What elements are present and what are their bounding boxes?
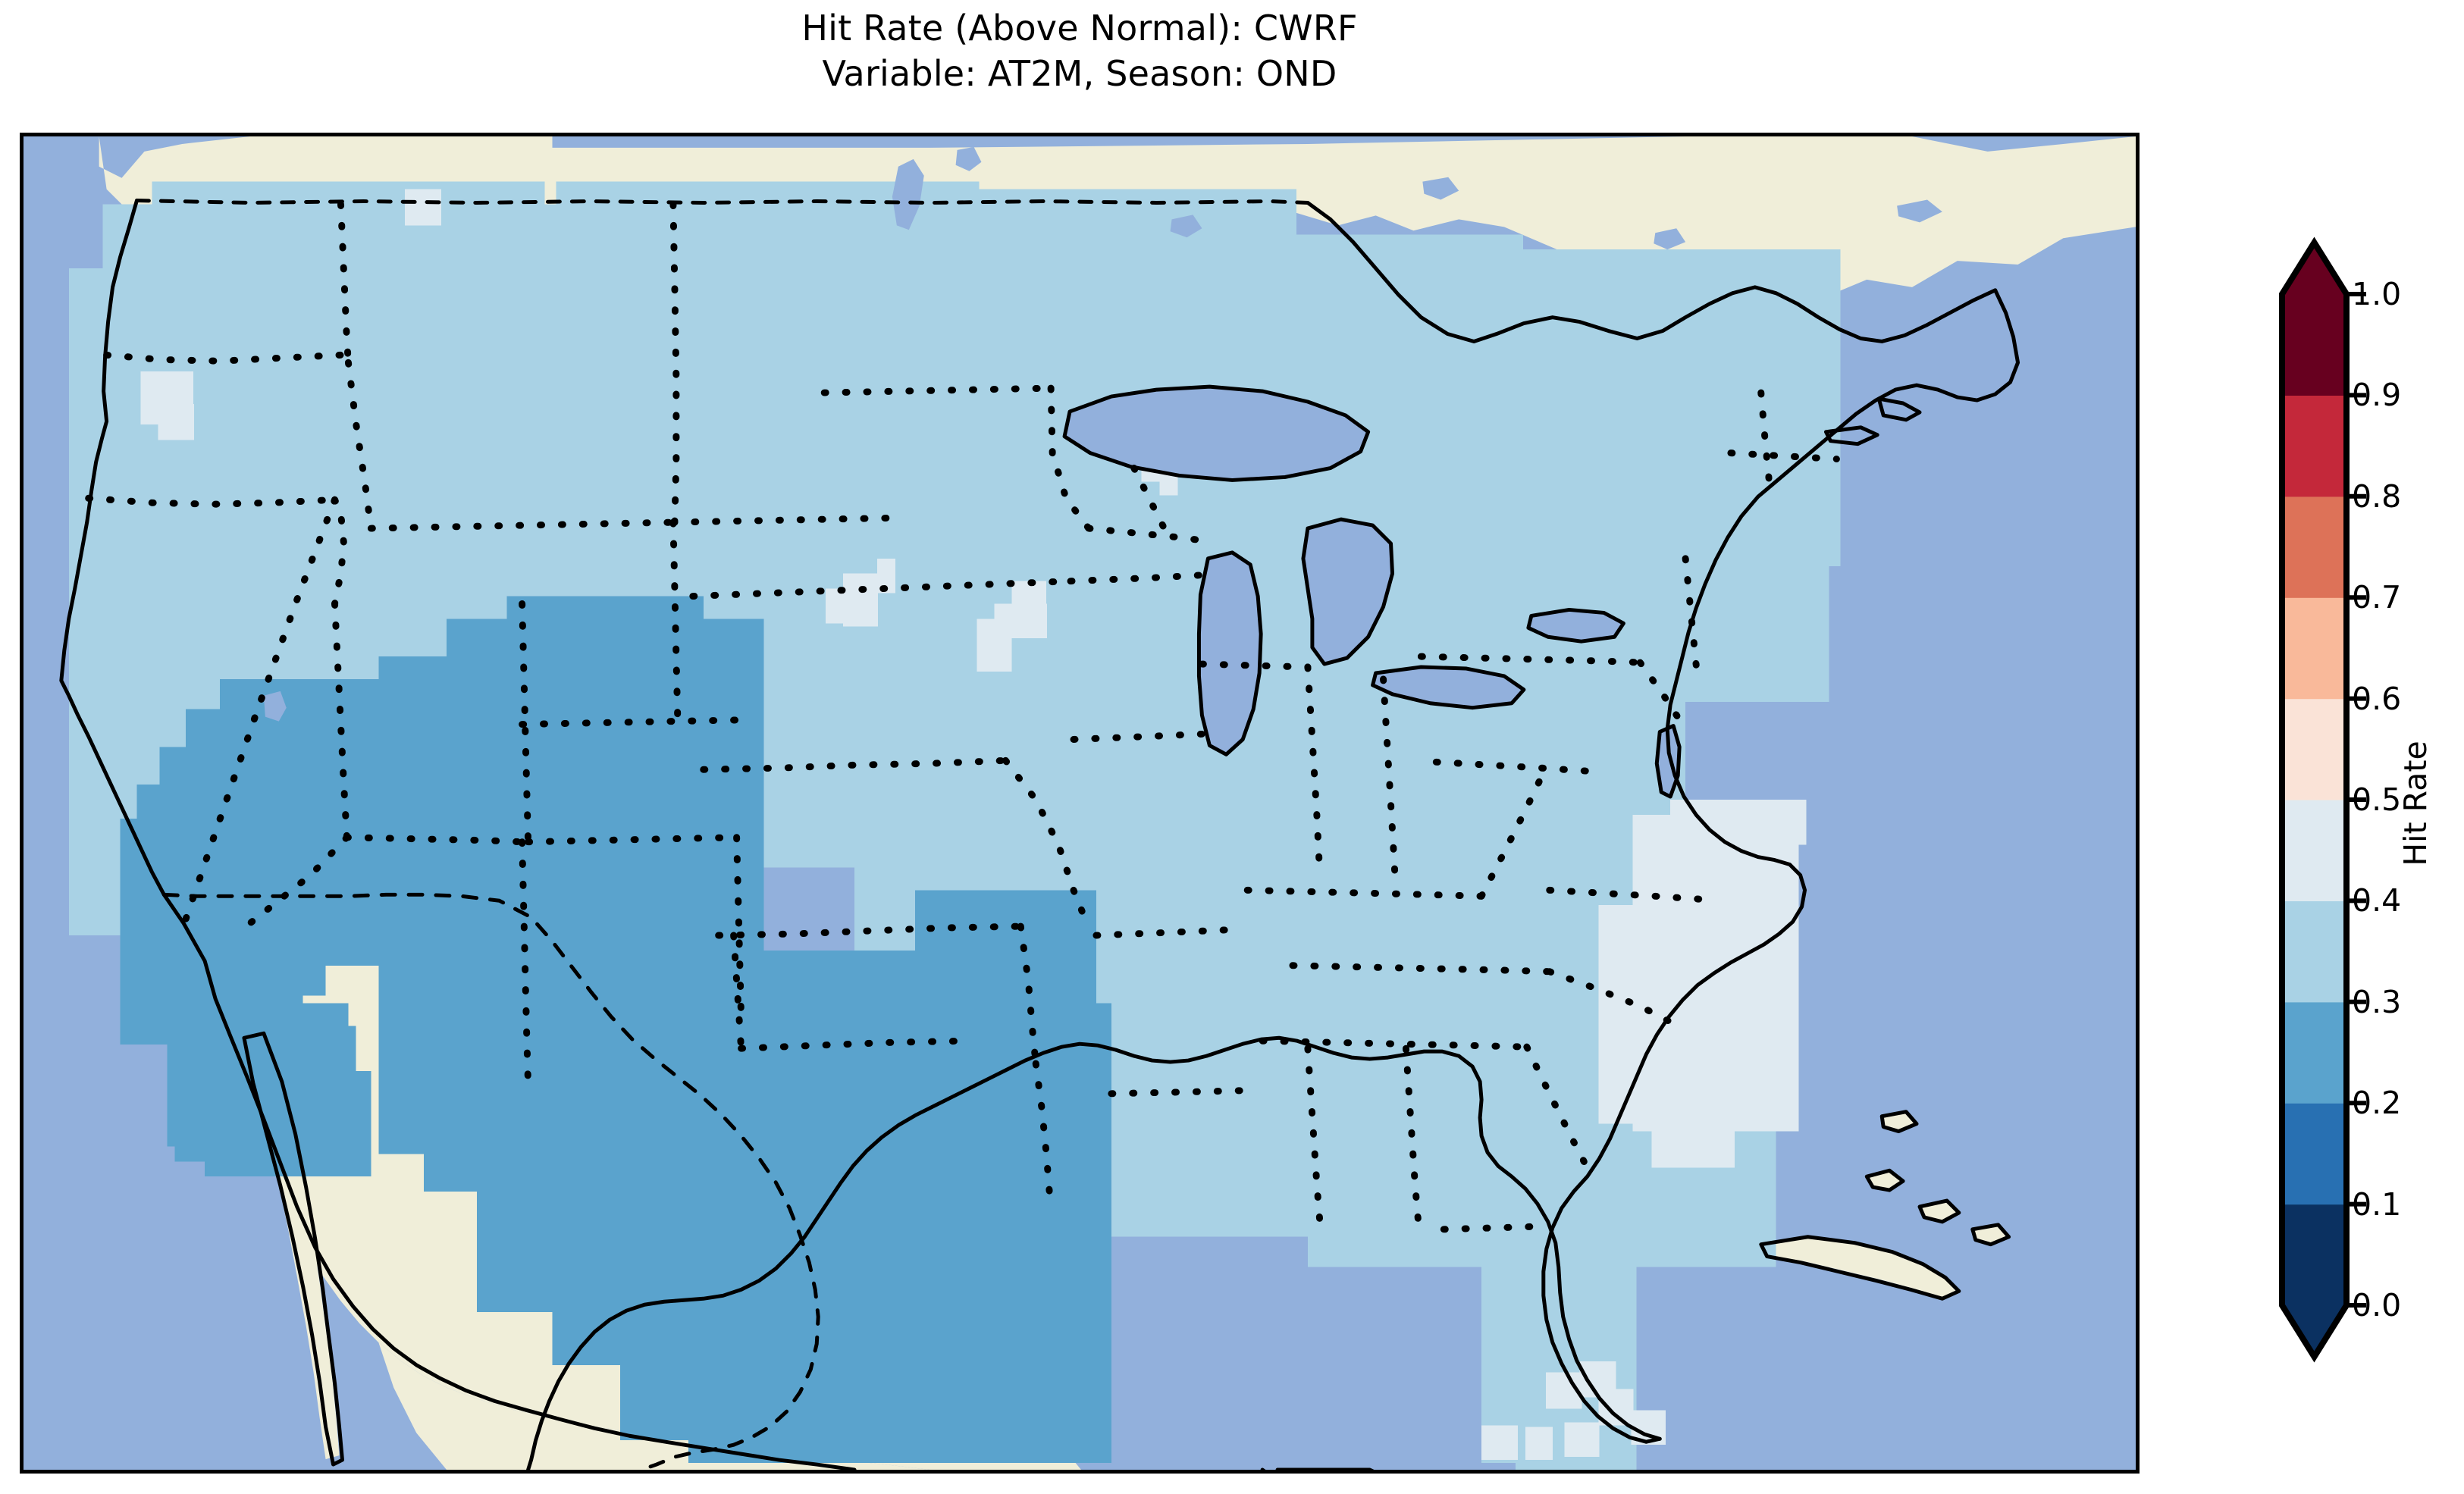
lake-erie-outline: [1371, 665, 1526, 710]
great-salt-lake: [263, 691, 287, 722]
colorbar-band-9: [2282, 294, 2346, 396]
colorbar-band-1: [2282, 1103, 2346, 1205]
hitrate-data-layer: [68, 181, 1841, 1470]
colorbar-tick-label-0.0: 0.0: [2352, 1287, 2402, 1323]
canadian-lake-4: [1654, 228, 1686, 250]
us-canada-border-east: [1306, 201, 1998, 343]
us-pacific-coast: [59, 199, 166, 897]
state-borders-layer: [85, 201, 1840, 1241]
cape-cod: [1876, 396, 1922, 422]
map-axes: [20, 133, 2140, 1474]
great-lakes-layer: [263, 146, 1942, 797]
gulf-coast: [526, 1035, 1662, 1470]
colorbar: 0.0 0.1 0.2 0.3 0.4 0.5 0.6 0.7 0.8 0.9 1.0 Hit Ra…: [2267, 235, 2449, 1372]
coastline-layer: [59, 199, 2020, 1470]
colorbar-band-4: [2282, 800, 2346, 901]
canadian-lake-2: [1170, 215, 1202, 238]
lake-huron-outline: [1301, 517, 1395, 666]
bahamas-outline-1: [1864, 1168, 1905, 1192]
lake-ontario-outline: [1526, 607, 1625, 644]
lake-michigan: [1199, 552, 1262, 755]
colorbar-band-8: [2282, 395, 2346, 497]
colorbar-tick-label-0.1: 0.1: [2352, 1185, 2402, 1223]
lake-michigan-outline: [1196, 550, 1263, 756]
colorbar-tick-label-0.9: 0.9: [2352, 377, 2402, 414]
bahamas-outline-3: [1970, 1223, 2011, 1247]
chesapeake-bay: [1657, 725, 1680, 797]
long-island: [1823, 425, 1879, 446]
canadian-lake-5: [1897, 199, 1942, 223]
colorbar-swatches: [2279, 236, 2366, 1363]
mexico-west-coast: [161, 892, 857, 1470]
colorbar-axis-label: Hit Rate: [2397, 741, 2434, 866]
chart-title: Hit Rate (Above Normal): CWRF Variable: …: [0, 6, 2159, 97]
cuba-outline: [1759, 1235, 1961, 1301]
cuba-landmass: [1760, 1236, 1958, 1298]
map-heatmap-canvas: [24, 136, 2136, 1470]
colorbar-tick-label-0.6: 0.6: [2352, 680, 2402, 717]
colorbar-extend-max-arrow: [2282, 243, 2346, 294]
chesapeake-outline: [1654, 724, 1682, 799]
colorbar-tick-label-0.8: 0.8: [2352, 478, 2402, 515]
colorbar-tick-label-1.0: 1.0: [2352, 276, 2402, 312]
bahamas-outline-2: [1917, 1198, 1961, 1224]
colorbar-band-3: [2282, 900, 2346, 1003]
colorbar-tick-label-0.4: 0.4: [2352, 882, 2402, 919]
colorbar-band-2: [2282, 1001, 2346, 1104]
colorbar-extend-min-arrow: [2282, 1305, 2346, 1357]
colorbar-tick-label-0.7: 0.7: [2352, 579, 2402, 616]
colorbar-band-7: [2282, 496, 2346, 598]
title-line-2: Variable: AT2M, Season: OND: [822, 52, 1337, 94]
colorbar-band-6: [2282, 597, 2346, 700]
colorbar-tick-label-0.2: 0.2: [2352, 1085, 2402, 1122]
lake-superior-outline: [1062, 384, 1371, 482]
us-atlantic-coast: [1541, 288, 2020, 1444]
colorbar-band-5: [2282, 698, 2346, 800]
colorbar-band-0: [2282, 1204, 2346, 1306]
baja-outline: [242, 1031, 344, 1467]
canadian-lake-3: [1422, 177, 1459, 200]
lake-ontario: [1528, 609, 1624, 642]
colorbar-tick-label-0.3: 0.3: [2352, 983, 2402, 1020]
lake-superior: [1064, 387, 1368, 481]
us-mexico-border: [161, 892, 820, 1470]
band-0.2-0.3-cells: [120, 596, 1111, 1464]
canadian-lake-1: [955, 146, 982, 171]
lake-huron: [1303, 519, 1393, 665]
lake-winnipeg: [892, 158, 924, 230]
colorbar-tick-label-0.5: 0.5: [2352, 781, 2402, 818]
us-canada-border-west: [134, 199, 1310, 205]
title-line-1: Hit Rate (Above Normal): CWRF: [801, 8, 1358, 49]
bahamas-outline-4: [1879, 1110, 1919, 1134]
